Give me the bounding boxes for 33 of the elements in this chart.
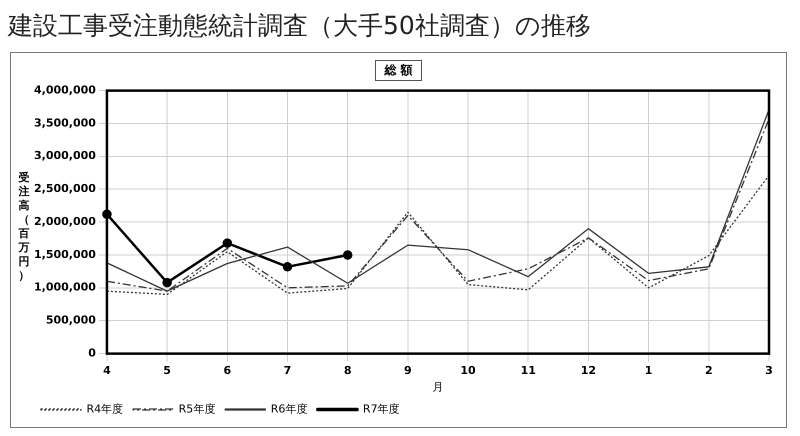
x-tick-label: 8 bbox=[344, 364, 352, 378]
x-tick-label: 3 bbox=[765, 364, 773, 378]
x-tick-label: 9 bbox=[404, 364, 412, 378]
x-tick-label: 12 bbox=[580, 364, 596, 378]
legend-label: R7年度 bbox=[362, 402, 400, 416]
y-tick-label: 3,500,000 bbox=[34, 116, 96, 130]
x-tick-label: 5 bbox=[163, 364, 171, 378]
y-tick-label: 3,000,000 bbox=[34, 149, 96, 162]
y-tick-label: 2,500,000 bbox=[34, 182, 96, 196]
y-tick-label: 1,500,000 bbox=[34, 248, 96, 261]
point bbox=[162, 278, 172, 288]
x-tick-label: 10 bbox=[460, 364, 476, 378]
y-tick-label: 0 bbox=[88, 346, 96, 360]
legend-label: R4年度 bbox=[86, 402, 124, 416]
x-tick-label: 2 bbox=[704, 364, 713, 378]
y-tick-label: 1,000,000 bbox=[34, 280, 96, 294]
x-axis-title: 月 bbox=[432, 380, 444, 394]
point bbox=[222, 238, 232, 248]
x-tick-label: 6 bbox=[223, 364, 232, 378]
y-tick-label: 4,000,000 bbox=[34, 83, 96, 96]
x-tick-label: 4 bbox=[103, 364, 112, 378]
chart-subtitle: 総 額 bbox=[375, 60, 422, 81]
point bbox=[342, 250, 352, 260]
y-tick-label: 2,000,000 bbox=[34, 214, 96, 228]
point bbox=[282, 262, 292, 272]
chart-title: 建設工事受注動態統計調査（大手50社調査）の推移 bbox=[8, 10, 592, 42]
x-tick-label: 1 bbox=[644, 364, 652, 378]
legend-label: R6年度 bbox=[270, 402, 308, 416]
y-tick-label: 500,000 bbox=[46, 314, 96, 327]
x-tick-label: 7 bbox=[284, 364, 292, 378]
x-tick-label: 11 bbox=[520, 364, 536, 378]
y-axis-title: 受注高（百万円） bbox=[18, 171, 30, 283]
legend-label: R5年度 bbox=[178, 402, 216, 416]
